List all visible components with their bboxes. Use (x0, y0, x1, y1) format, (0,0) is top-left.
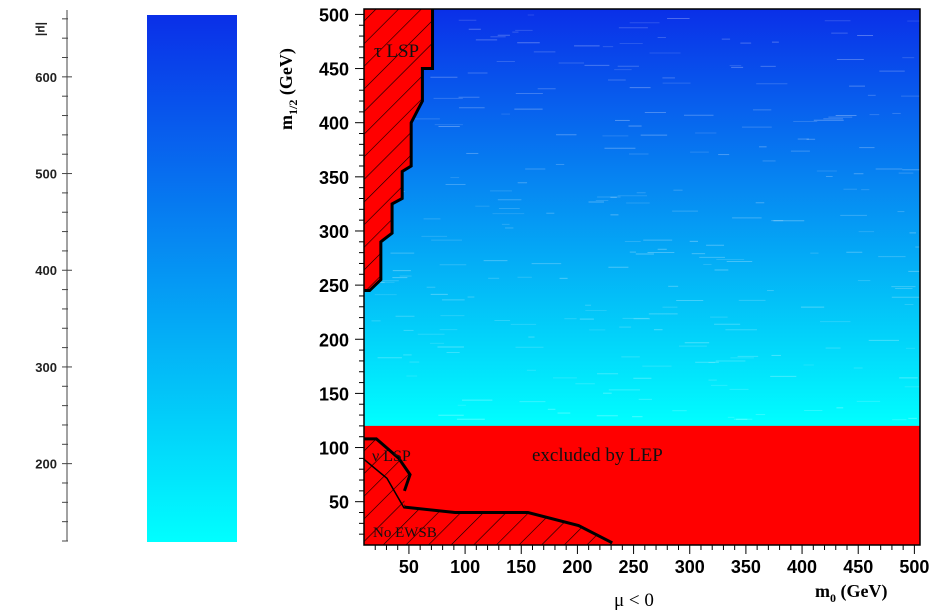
y-tick-label: 150 (319, 384, 349, 404)
x-tick-label: 400 (787, 557, 817, 577)
colorbar-ticks: 200 300 400 500 600 (35, 18, 72, 542)
y-tick-label: 250 (319, 276, 349, 296)
colorbar-tick-label: 600 (35, 70, 57, 85)
nu-lsp-boundary (364, 437, 412, 492)
x-tick-label: 500 (899, 557, 929, 577)
colorbar-tick-label: 400 (35, 263, 57, 278)
mu-sign-caption: μ < 0 (614, 590, 654, 611)
x-tick-label: 100 (450, 557, 480, 577)
y-tick-label: 450 (319, 60, 349, 80)
excluded-regions (363, 9, 920, 545)
x-tick-label: 300 (675, 557, 705, 577)
x-tick-label: 350 (731, 557, 761, 577)
x-tick-label: 150 (506, 557, 536, 577)
colorbar-tick-label: 200 (35, 457, 57, 472)
no-ewsb-region (364, 458, 613, 545)
axis-ticks: 50 100 150 200 250 300 350 400 450 500 50 100 150 200… (319, 5, 929, 577)
plot-texture (364, 14, 920, 421)
y-tick-label: 400 (319, 114, 349, 134)
tau-lsp-boundary (364, 9, 435, 293)
colorbar-tick-label: 300 (35, 360, 57, 375)
lep-label: excluded by LEP (532, 445, 663, 466)
colorbar-gradient (147, 15, 237, 542)
x-axis-label: m0 (GeV) (815, 581, 887, 605)
y-tick-label: 100 (319, 439, 349, 459)
y-axis-label: m1/2 (GeV) (276, 48, 300, 130)
colorbar-label: |μ| (35, 22, 49, 36)
x-tick-label: 250 (619, 557, 649, 577)
y-tick-label: 200 (319, 330, 349, 350)
x-tick-label: 450 (843, 557, 873, 577)
no-ewsb-label: No EWSB (373, 525, 437, 541)
nu-lsp-label: ν LSP (372, 448, 411, 465)
y-tick-label: 300 (319, 222, 349, 242)
y-tick-label: 500 (319, 5, 349, 25)
tau-lsp-label: τ LSP (374, 41, 419, 62)
main-plot: 50 100 150 200 250 300 350 400 450 500 50 100 150 200… (276, 5, 929, 611)
colorbar: 200 300 400 500 600 |μ| (35, 10, 237, 542)
x-tick-label: 50 (399, 557, 419, 577)
x-tick-label: 200 (562, 557, 592, 577)
y-tick-label: 50 (329, 493, 349, 513)
plot-frame (363, 8, 921, 546)
y-tick-label: 350 (319, 168, 349, 188)
colorbar-tick-label: 500 (35, 167, 57, 182)
tau-lsp-region (364, 9, 433, 291)
nu-lsp-region (364, 438, 411, 508)
